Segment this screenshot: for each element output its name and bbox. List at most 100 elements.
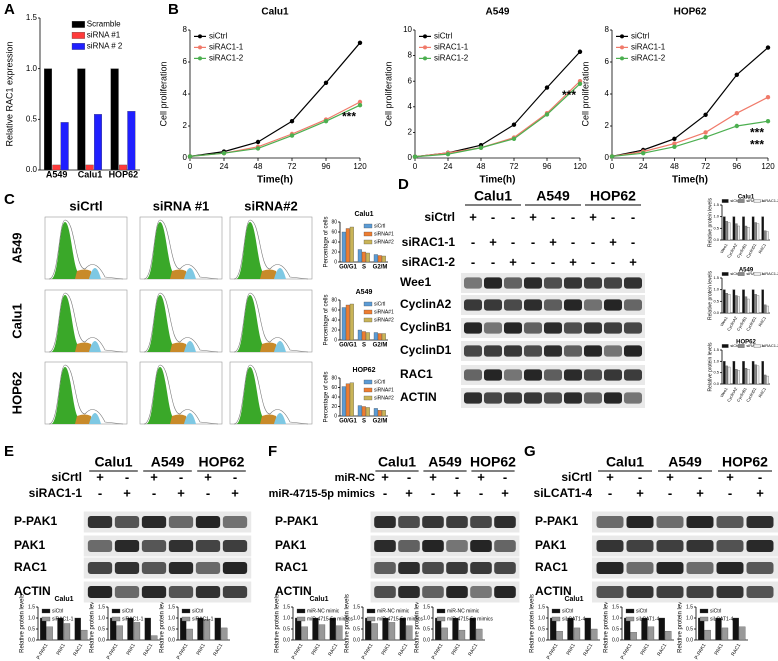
blot-band	[470, 516, 492, 528]
x-tick-label: 24	[220, 162, 229, 171]
bar	[723, 289, 726, 314]
condition-sign: +	[756, 485, 764, 500]
blot-band	[584, 322, 602, 334]
x-tick-label: HOP62	[109, 169, 139, 179]
condition-sign: +	[231, 485, 239, 500]
condition-sign: -	[206, 485, 210, 500]
bar	[46, 626, 53, 641]
blot-band	[141, 540, 167, 552]
blot-band	[141, 516, 167, 528]
y-tick-label: 8	[605, 25, 610, 34]
y-tick-label: 0	[408, 153, 413, 162]
g1-peak	[236, 367, 264, 424]
y-tick-label: 20	[331, 327, 337, 333]
band-label: ACTIN	[275, 584, 312, 598]
x-tick-label: 72	[288, 162, 297, 171]
point	[672, 141, 677, 146]
x-tick-label: 120	[573, 162, 587, 171]
bar	[725, 293, 728, 314]
blot-band	[494, 562, 516, 574]
bar	[349, 303, 354, 341]
bar	[723, 361, 726, 385]
legend-swatch	[436, 608, 446, 614]
bar	[735, 369, 738, 385]
legend-label: siRAC1-2	[762, 343, 778, 348]
point	[357, 40, 363, 45]
y-axis-label: Percentage of cells	[324, 371, 330, 422]
g1-peak	[146, 367, 174, 424]
bar	[763, 304, 767, 314]
y-axis-label: Relative protein levels	[275, 594, 281, 653]
panel-label: A	[4, 1, 15, 18]
bar	[756, 295, 760, 314]
legend-swatch	[181, 608, 191, 614]
legend-label: siCrtl	[374, 301, 385, 307]
y-tick-label: 80	[331, 219, 337, 225]
x-tick-label: PAK1	[450, 642, 462, 656]
y-tick-label: 1.0	[713, 214, 719, 219]
bar	[766, 231, 769, 241]
legend-swatch	[363, 317, 373, 323]
band-label: PAK1	[275, 538, 306, 552]
blot-band	[446, 586, 468, 598]
blot-band	[470, 586, 492, 598]
x-tick-label: 48	[477, 162, 486, 171]
blot-band	[464, 345, 482, 357]
legend-swatch	[737, 199, 745, 203]
blot-band	[464, 322, 482, 334]
blot-band	[524, 299, 542, 311]
blot-band	[141, 562, 167, 574]
legend-swatch	[363, 379, 373, 385]
blot-band	[544, 322, 562, 334]
condition-sign: -	[511, 209, 515, 224]
s-phase	[75, 414, 93, 424]
legend-swatch	[366, 616, 376, 622]
y-tick-label: 1.5	[26, 13, 38, 22]
y-tick-label: 0.0	[353, 637, 360, 643]
group-header: HOP62	[590, 188, 636, 204]
y-tick-label: 0.0	[168, 637, 175, 643]
y-tick-label: 1.0	[612, 615, 619, 621]
bar	[341, 386, 346, 417]
blot-band	[564, 369, 582, 381]
bar	[144, 617, 151, 641]
bar	[624, 617, 631, 641]
legend-swatch	[366, 608, 376, 614]
condition-sign: -	[125, 469, 129, 484]
bar	[361, 251, 366, 263]
bar	[751, 361, 755, 385]
blot-band	[584, 277, 602, 289]
bar	[60, 122, 69, 171]
line	[189, 101, 361, 157]
bar	[723, 216, 726, 241]
g2-peak	[89, 413, 101, 424]
legend-swatch	[423, 56, 427, 61]
y-tick-label: 0	[334, 259, 337, 265]
blot-band	[168, 516, 194, 528]
blot-band	[656, 586, 684, 598]
bar	[377, 410, 382, 417]
panel-label: E	[4, 443, 14, 460]
legend-swatch	[363, 301, 373, 307]
line	[414, 80, 581, 158]
y-tick-label: 8	[183, 25, 188, 34]
bar	[318, 624, 326, 641]
condition-sign: -	[551, 254, 555, 269]
bar	[381, 410, 386, 417]
g2-peak	[274, 341, 286, 352]
legend-label: siCrtl	[374, 379, 385, 385]
blot-band	[87, 516, 113, 528]
condition-sign: +	[429, 469, 437, 484]
bar	[742, 216, 745, 241]
legend-label: siRNA#1	[374, 387, 394, 393]
fit-curve	[48, 219, 124, 280]
bar	[732, 289, 736, 314]
legend-label: siCtrl	[710, 608, 721, 614]
blot-band	[564, 322, 582, 334]
blot-band	[470, 562, 492, 574]
point	[544, 112, 550, 117]
blot-band	[656, 516, 684, 528]
point	[703, 135, 708, 140]
y-axis-label: Relative protein levels	[530, 594, 536, 653]
blot-band	[746, 540, 774, 552]
